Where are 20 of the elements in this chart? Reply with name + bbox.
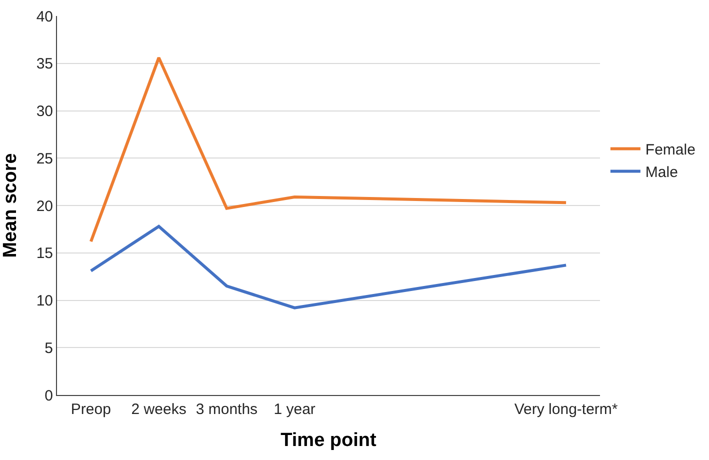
x-tick-label: Preop xyxy=(70,401,111,418)
y-tick-label: 30 xyxy=(36,103,53,120)
y-tick-label: 35 xyxy=(36,56,53,73)
x-tick-label: 2 weeks xyxy=(131,401,186,418)
y-tick-label: 10 xyxy=(36,292,53,310)
y-tick-label: 20 xyxy=(36,198,53,215)
y-tick-label: 40 xyxy=(36,8,53,26)
y-tick-label: 5 xyxy=(44,340,53,357)
y-axis-title: Mean score xyxy=(0,153,21,258)
x-tick-label: 1 year xyxy=(274,401,316,418)
legend-label: Male xyxy=(645,164,678,182)
x-tick-label: 3 months xyxy=(196,401,258,418)
x-axis-title: Time point xyxy=(280,430,378,451)
x-tick-label: Very long-term* xyxy=(514,401,618,418)
line-series xyxy=(89,56,568,244)
y-tick-label: 0 xyxy=(44,387,53,404)
y-tick-label: 15 xyxy=(36,245,53,262)
legend-label: Female xyxy=(645,142,696,159)
line-series xyxy=(89,224,568,310)
y-tick-label: 25 xyxy=(36,150,53,168)
